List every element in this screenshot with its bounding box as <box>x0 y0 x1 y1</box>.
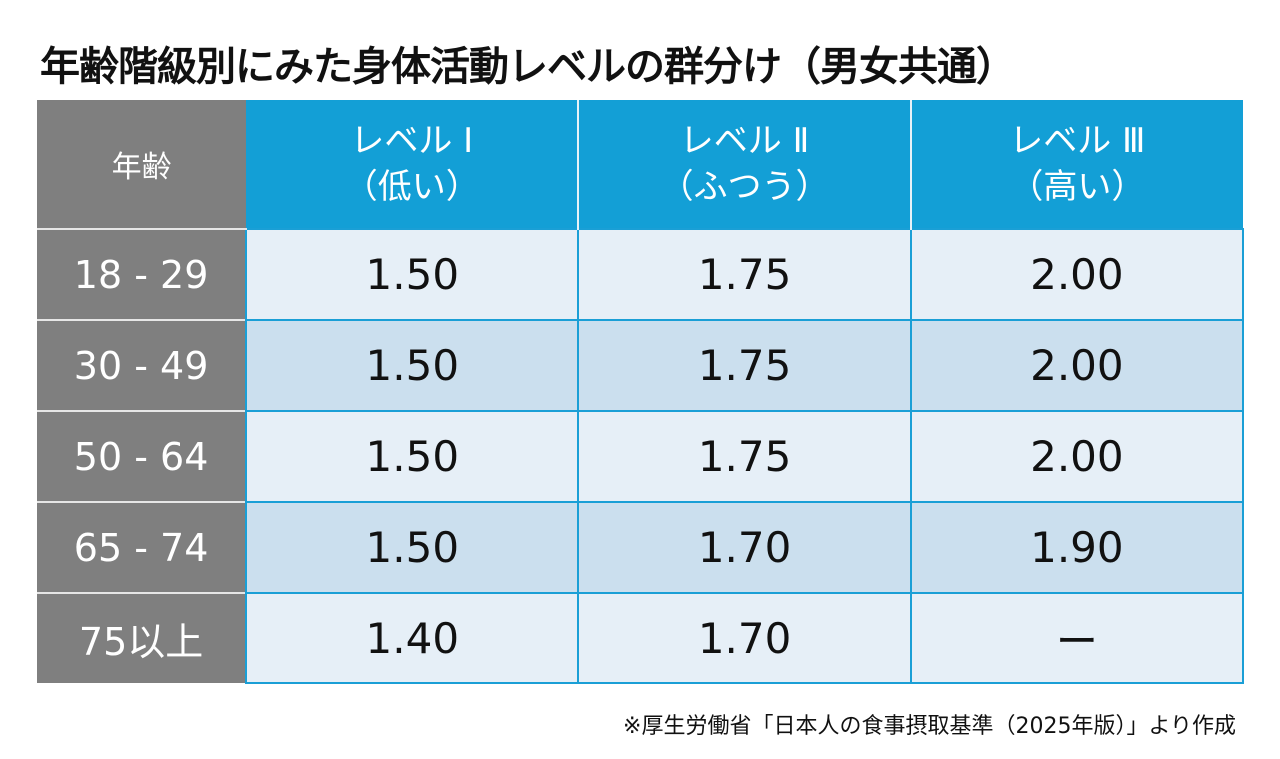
table-row: 30 - 49 1.50 1.75 2.00 <box>37 319 1245 412</box>
value-cell: 1.50 <box>245 410 580 503</box>
age-cell: 50 - 64 <box>37 410 247 502</box>
value-cell: 1.50 <box>245 501 580 594</box>
value-cell: 2.00 <box>909 410 1245 503</box>
table-header-row: 年齢 レベル Ⅰ （低い） レベル Ⅱ （ふつう） レベル Ⅲ （高い） <box>37 100 1243 229</box>
level-2-header: レベル Ⅱ （ふつう） <box>577 100 911 229</box>
age-cell: 75以上 <box>37 592 247 683</box>
level-1-desc: （低い） <box>343 167 480 207</box>
value-cell: ー <box>909 592 1245 684</box>
value-cell: 1.40 <box>245 592 580 684</box>
value-cell: 1.75 <box>577 228 912 321</box>
level-3-desc: （高い） <box>1009 167 1146 207</box>
value-cell: 1.90 <box>909 501 1245 594</box>
age-cell: 18 - 29 <box>37 228 247 320</box>
age-cell: 65 - 74 <box>37 501 247 593</box>
age-cell: 30 - 49 <box>37 319 247 411</box>
value-cell: 2.00 <box>909 228 1245 321</box>
source-footnote: ※厚生労働省「日本人の食事摂取基準（2025年版）」より作成 <box>623 714 1236 739</box>
value-cell: 1.75 <box>577 319 912 412</box>
value-cell: 1.50 <box>245 319 580 412</box>
age-column-header: 年齢 <box>37 100 247 229</box>
table-row: 50 - 64 1.50 1.75 2.00 <box>37 410 1245 503</box>
value-cell: 1.70 <box>577 501 912 594</box>
value-cell: 1.50 <box>245 228 580 321</box>
table-row: 75以上 1.40 1.70 ー <box>37 592 1245 684</box>
table-row: 65 - 74 1.50 1.70 1.90 <box>37 501 1245 594</box>
value-cell: 1.70 <box>577 592 912 684</box>
level-3-name: レベル Ⅲ <box>1009 121 1146 161</box>
activity-level-table: 年齢 レベル Ⅰ （低い） レベル Ⅱ （ふつう） レベル Ⅲ （高い） 18 … <box>37 100 1245 684</box>
page-title: 年齢階級別にみた身体活動レベルの群分け（男女共通） <box>40 44 1016 90</box>
value-cell: 2.00 <box>909 319 1245 412</box>
level-3-header: レベル Ⅲ （高い） <box>909 100 1243 229</box>
level-2-name: レベル Ⅱ <box>679 121 810 161</box>
level-1-name: レベル Ⅰ <box>350 121 474 161</box>
level-1-header: レベル Ⅰ （低い） <box>246 100 579 229</box>
level-2-desc: （ふつう） <box>659 167 830 207</box>
table-row: 18 - 29 1.50 1.75 2.00 <box>37 228 1245 321</box>
value-cell: 1.75 <box>577 410 912 503</box>
